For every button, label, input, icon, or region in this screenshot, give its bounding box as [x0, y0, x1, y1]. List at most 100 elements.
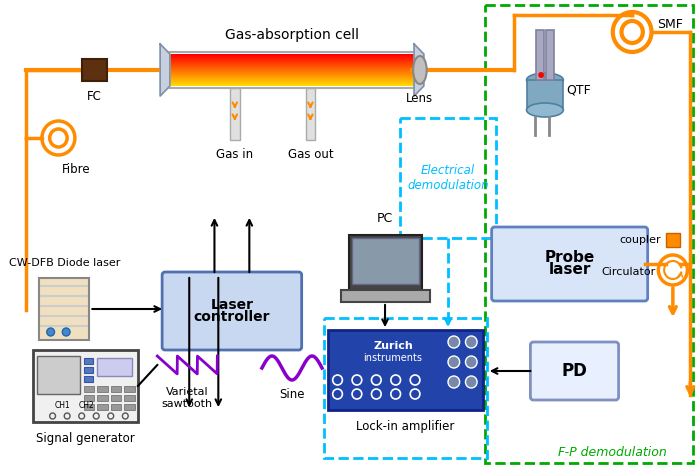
Bar: [169, 81, 415, 83]
Bar: [125, 395, 135, 401]
Text: Laser: Laser: [211, 298, 253, 312]
Text: SMF: SMF: [657, 17, 683, 31]
Bar: [352, 238, 419, 284]
Bar: [125, 386, 135, 392]
FancyBboxPatch shape: [491, 227, 648, 301]
Bar: [83, 395, 94, 401]
Text: Zurich: Zurich: [373, 341, 413, 351]
Bar: [111, 386, 121, 392]
Bar: [169, 60, 415, 61]
Bar: [169, 58, 415, 60]
Bar: [169, 84, 415, 85]
Text: Electrical
demodulation: Electrical demodulation: [407, 164, 489, 192]
Circle shape: [466, 356, 477, 368]
Bar: [97, 395, 108, 401]
Bar: [169, 73, 415, 75]
Circle shape: [62, 328, 70, 336]
Bar: [526, 80, 564, 110]
Circle shape: [466, 336, 477, 348]
Bar: [666, 233, 680, 247]
Bar: [342, 290, 430, 302]
Text: CW-DFB Diode laser: CW-DFB Diode laser: [8, 258, 120, 268]
Text: Lens: Lens: [407, 92, 433, 105]
Circle shape: [448, 336, 460, 348]
Bar: [169, 69, 415, 70]
Bar: [83, 358, 93, 364]
Ellipse shape: [526, 73, 564, 87]
Bar: [169, 61, 415, 62]
Bar: [169, 76, 415, 77]
Bar: [169, 75, 415, 76]
Bar: [97, 358, 132, 376]
Bar: [169, 71, 415, 72]
Text: F-P demodulation: F-P demodulation: [559, 446, 667, 459]
Ellipse shape: [413, 56, 427, 84]
Bar: [169, 55, 415, 56]
Bar: [167, 52, 417, 88]
Text: Gas in: Gas in: [216, 148, 253, 161]
Bar: [169, 80, 415, 81]
Bar: [169, 85, 415, 86]
Text: coupler: coupler: [620, 235, 662, 245]
Bar: [33, 350, 138, 422]
Circle shape: [538, 72, 544, 78]
Bar: [546, 30, 554, 80]
Text: Lock-in amplifier: Lock-in amplifier: [356, 420, 454, 433]
Bar: [169, 62, 415, 63]
Bar: [83, 367, 93, 373]
Polygon shape: [160, 44, 170, 96]
Circle shape: [448, 356, 460, 368]
Bar: [111, 395, 121, 401]
Polygon shape: [414, 44, 424, 96]
Bar: [169, 79, 415, 80]
Bar: [97, 386, 108, 392]
Bar: [169, 56, 415, 57]
Bar: [306, 88, 315, 140]
Bar: [97, 404, 108, 410]
Bar: [169, 63, 415, 64]
Text: Gas out: Gas out: [288, 148, 333, 161]
Bar: [169, 77, 415, 78]
Text: CH2: CH2: [78, 401, 95, 410]
Bar: [37, 356, 80, 394]
Bar: [349, 235, 422, 290]
Bar: [39, 278, 90, 340]
Bar: [169, 68, 415, 69]
Bar: [169, 66, 415, 68]
Text: CH1: CH1: [55, 401, 70, 410]
Bar: [169, 78, 415, 79]
Bar: [169, 83, 415, 84]
Ellipse shape: [526, 103, 564, 117]
Text: FC: FC: [87, 90, 101, 103]
Bar: [83, 404, 94, 410]
Text: laser: laser: [549, 263, 591, 277]
Bar: [169, 54, 415, 55]
Bar: [83, 386, 94, 392]
Bar: [82, 59, 107, 81]
Bar: [169, 65, 415, 66]
Bar: [169, 70, 415, 71]
FancyBboxPatch shape: [531, 342, 619, 400]
Text: Probe: Probe: [545, 251, 595, 266]
Text: Sine: Sine: [279, 388, 304, 401]
Bar: [169, 64, 415, 65]
Text: QTF: QTF: [566, 84, 591, 96]
Text: PD: PD: [561, 362, 587, 380]
Circle shape: [448, 376, 460, 388]
Bar: [230, 88, 239, 140]
Text: PC: PC: [377, 212, 393, 225]
Bar: [83, 376, 93, 382]
Text: Varietal
sawtooth: Varietal sawtooth: [162, 387, 213, 408]
Circle shape: [466, 376, 477, 388]
Bar: [111, 404, 121, 410]
Bar: [169, 57, 415, 58]
Text: instruments: instruments: [363, 353, 423, 363]
Text: controller: controller: [194, 310, 270, 324]
Text: Fibre: Fibre: [62, 163, 91, 176]
Text: Signal generator: Signal generator: [36, 432, 135, 445]
Bar: [536, 30, 544, 80]
FancyBboxPatch shape: [162, 272, 302, 350]
Bar: [125, 404, 135, 410]
Circle shape: [47, 328, 55, 336]
Bar: [169, 72, 415, 73]
